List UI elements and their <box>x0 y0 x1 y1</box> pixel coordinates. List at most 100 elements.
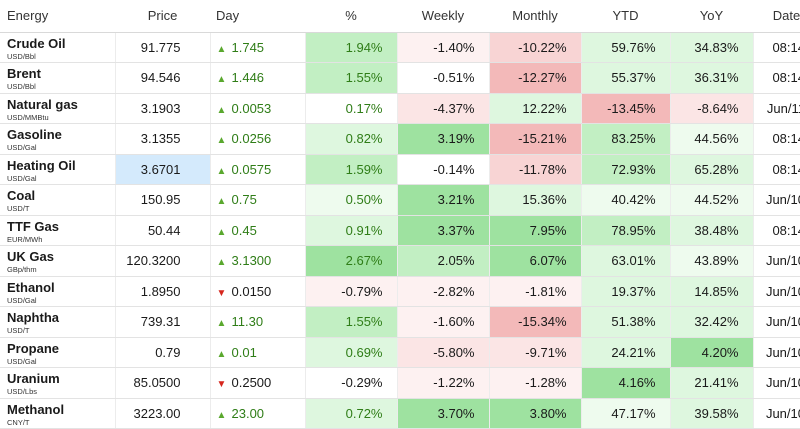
table-row[interactable]: Propane USD/Gal 0.79 ▲ 0.01 0.69% -5.80% -9.71%… <box>0 337 800 368</box>
date-cell: 08:14 <box>752 215 800 246</box>
commodity-name[interactable]: Natural gas <box>7 96 78 112</box>
header-weekly[interactable]: Weekly <box>397 0 489 33</box>
commodity-cell[interactable]: Gasoline USD/Gal <box>0 123 115 155</box>
triangle-up-icon: ▲ <box>216 74 227 86</box>
commodity-cell[interactable]: Propane USD/Gal <box>0 337 115 368</box>
commodity-name[interactable]: Brent <box>7 66 41 81</box>
ytd-cell: 78.95% <box>580 215 670 246</box>
commodity-name[interactable]: Coal <box>7 188 36 203</box>
commodity-name[interactable]: Crude Oil <box>7 35 66 51</box>
day-change-value: 1.446 <box>231 70 265 86</box>
commodity-cell[interactable]: Natural gas USD/MMBtu <box>0 93 115 124</box>
triangle-up-icon: ▲ <box>216 348 227 360</box>
yoy-cell: 43.89% <box>669 245 753 277</box>
weekly-cell: 3.70% <box>396 398 489 429</box>
day-change-value: 0.0150 <box>231 283 272 299</box>
price-cell: 3.1355 <box>114 123 210 155</box>
yoy-cell: 14.85% <box>669 276 753 307</box>
commodity-name[interactable]: Naphtha <box>7 310 59 325</box>
header-monthly[interactable]: Monthly <box>489 0 581 33</box>
table-row[interactable]: Brent USD/Bbl 94.546 ▲ 1.446 1.55% -0.51% -12.2… <box>0 62 800 94</box>
table-row[interactable]: Ethanol USD/Gal 1.8950 ▼ 0.0150 -0.79% -2.82% -… <box>0 276 800 307</box>
monthly-cell: -9.71% <box>488 337 581 368</box>
commodity-name[interactable]: UK Gas <box>7 249 54 264</box>
price-cell: 739.31 <box>114 306 210 338</box>
yoy-cell: 36.31% <box>669 62 753 94</box>
percent-cell: -0.29% <box>304 367 397 399</box>
day-change-cell: ▲ 0.0256 <box>209 123 305 155</box>
header-yoy[interactable]: YoY <box>670 0 753 33</box>
ytd-cell: 59.76% <box>580 32 670 63</box>
header-price[interactable]: Price <box>115 0 210 33</box>
header-ytd[interactable]: YTD <box>581 0 670 33</box>
commodity-cell[interactable]: Naphtha USD/T <box>0 306 115 338</box>
header-percent[interactable]: % <box>305 0 397 33</box>
commodity-cell[interactable]: Heating Oil USD/Gal <box>0 154 115 185</box>
table-row[interactable]: Gasoline USD/Gal 3.1355 ▲ 0.0256 0.82% 3.19% -1… <box>0 123 800 155</box>
percent-cell: 0.72% <box>304 398 397 429</box>
date-cell: 08:14 <box>752 62 800 94</box>
ytd-cell: 63.01% <box>580 245 670 277</box>
day-change-cell: ▲ 1.745 <box>209 32 305 63</box>
commodity-name[interactable]: Ethanol <box>7 279 55 295</box>
header-energy[interactable]: Energy <box>0 0 115 33</box>
commodity-name[interactable]: Methanol <box>7 401 65 417</box>
commodity-cell[interactable]: Ethanol USD/Gal <box>0 276 115 307</box>
date-cell: Jun/10 <box>752 245 800 277</box>
day-change-value: 3.1300 <box>231 253 272 269</box>
table-row[interactable]: Heating Oil USD/Gal 3.6701 ▲ 0.0575 1.59% -0.1… <box>0 154 800 185</box>
commodity-name[interactable]: Uranium <box>7 371 60 386</box>
day-change-cell: ▲ 3.1300 <box>209 245 305 277</box>
triangle-down-icon: ▼ <box>216 287 227 299</box>
commodity-cell[interactable]: TTF Gas EUR/MWh <box>0 215 115 246</box>
commodity-name[interactable]: Propane <box>7 340 60 356</box>
weekly-cell: 3.21% <box>396 184 489 216</box>
ytd-cell: 24.21% <box>580 337 670 368</box>
date-cell: Jun/10 <box>752 337 800 368</box>
table-row[interactable]: Coal USD/T 150.95 ▲ 0.75 0.50% 3.21% 15.36% 40.4… <box>0 184 800 216</box>
triangle-up-icon: ▲ <box>216 43 227 55</box>
date-cell: Jun/11 <box>752 93 800 124</box>
date-cell: Jun/10 <box>752 306 800 338</box>
price-cell: 85.0500 <box>114 367 210 399</box>
date-cell: 08:14 <box>752 154 800 185</box>
yoy-cell: 44.52% <box>669 184 753 216</box>
triangle-up-icon: ▲ <box>216 257 227 269</box>
table-row[interactable]: Methanol CNY/T 3223.00 ▲ 23.00 0.72% 3.70% 3.80… <box>0 398 800 429</box>
day-change-cell: ▲ 0.45 <box>209 215 305 246</box>
commodity-name[interactable]: TTF Gas <box>7 218 60 234</box>
commodity-cell[interactable]: Methanol CNY/T <box>0 398 115 429</box>
commodity-name[interactable]: Heating Oil <box>7 157 76 173</box>
table-row[interactable]: Natural gas USD/MMBtu 3.1903 ▲ 0.0053 0.17% -4… <box>0 93 800 124</box>
table-row[interactable]: Uranium USD/Lbs 85.0500 ▼ 0.2500 -0.29% -1.22%… <box>0 367 800 399</box>
yoy-cell: -8.64% <box>669 93 753 124</box>
day-change-cell: ▲ 11.30 <box>209 306 305 338</box>
percent-cell: 2.67% <box>304 245 397 277</box>
table-row[interactable]: Naphtha USD/T 739.31 ▲ 11.30 1.55% -1.60% -15.3… <box>0 306 800 338</box>
percent-cell: 1.59% <box>304 154 397 185</box>
price-cell: 1.8950 <box>114 276 210 307</box>
commodity-cell[interactable]: Crude Oil USD/Bbl <box>0 32 115 63</box>
day-change-value: 0.0575 <box>231 161 272 177</box>
commodity-unit: USD/T <box>7 326 30 335</box>
price-cell: 3223.00 <box>114 398 210 429</box>
weekly-cell: -5.80% <box>396 337 489 368</box>
commodity-cell[interactable]: Uranium USD/Lbs <box>0 367 115 399</box>
commodity-name[interactable]: Gasoline <box>7 127 62 142</box>
day-change-value: 1.745 <box>231 39 265 55</box>
ytd-cell: 72.93% <box>580 154 670 185</box>
monthly-cell: 12.22% <box>488 93 581 124</box>
table-row[interactable]: Crude Oil USD/Bbl 91.775 ▲ 1.745 1.94% -1.40% -… <box>0 32 800 63</box>
commodity-cell[interactable]: UK Gas GBp/thm <box>0 245 115 277</box>
table-row[interactable]: TTF Gas EUR/MWh 50.44 ▲ 0.45 0.91% 3.37% 7.95% 7… <box>0 215 800 246</box>
day-change-value: 0.0256 <box>231 131 272 147</box>
table-row[interactable]: UK Gas GBp/thm 120.3200 ▲ 3.1300 2.67% 2.05% 6.… <box>0 245 800 277</box>
commodity-unit: USD/Gal <box>7 356 37 366</box>
percent-cell: 0.82% <box>304 123 397 155</box>
ytd-cell: 55.37% <box>580 62 670 94</box>
header-day[interactable]: Day <box>210 0 305 33</box>
commodity-cell[interactable]: Coal USD/T <box>0 184 115 216</box>
header-date[interactable]: Date <box>753 0 800 33</box>
commodity-cell[interactable]: Brent USD/Bbl <box>0 62 115 94</box>
ytd-cell: 51.38% <box>580 306 670 338</box>
